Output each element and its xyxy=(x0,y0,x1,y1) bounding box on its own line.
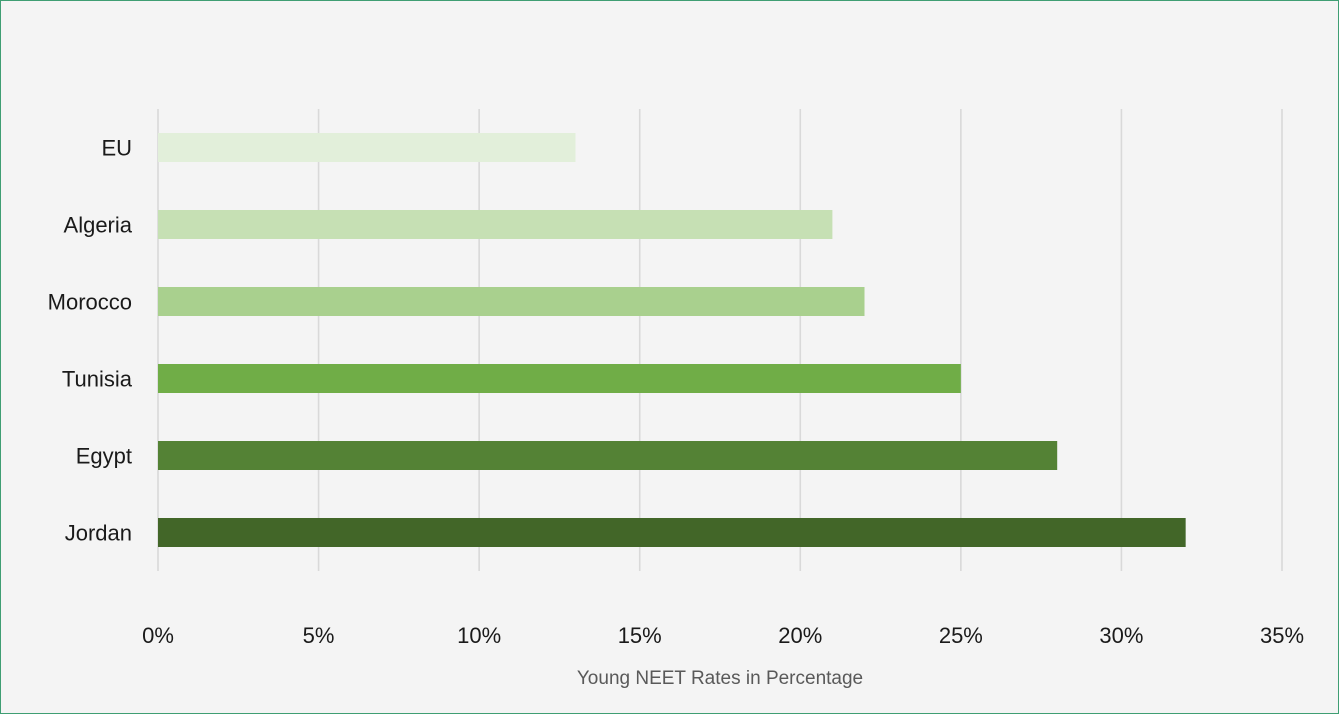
bar-eu xyxy=(158,133,576,162)
bar-egypt xyxy=(158,441,1058,470)
gridlines xyxy=(157,109,1283,571)
x-tick-label: 30% xyxy=(1099,623,1143,648)
category-labels: EU Algeria Morocco Tunisia Egypt Jordan xyxy=(48,136,133,546)
x-tick-label: 20% xyxy=(778,623,822,648)
bars xyxy=(158,133,1186,547)
category-label: Jordan xyxy=(65,521,132,546)
x-tick-label: 15% xyxy=(618,623,662,648)
bar-tunisia xyxy=(158,364,961,393)
x-tick-label: 10% xyxy=(457,623,501,648)
x-axis-title: Young NEET Rates in Percentage xyxy=(577,668,863,689)
x-tick-labels: 0% 5% 10% 15% 20% 25% 30% 35% xyxy=(142,623,1304,648)
category-label: Algeria xyxy=(64,213,133,238)
x-tick-label: 5% xyxy=(303,623,335,648)
x-tick-label: 25% xyxy=(939,623,983,648)
category-label: EU xyxy=(101,136,132,161)
bar-algeria xyxy=(158,210,833,239)
bar-jordan xyxy=(158,518,1186,547)
category-label: Tunisia xyxy=(62,367,133,392)
bar-morocco xyxy=(158,287,865,316)
category-label: Egypt xyxy=(76,444,132,469)
x-tick-label: 0% xyxy=(142,623,174,648)
category-label: Morocco xyxy=(48,290,132,315)
x-tick-label: 35% xyxy=(1260,623,1304,648)
